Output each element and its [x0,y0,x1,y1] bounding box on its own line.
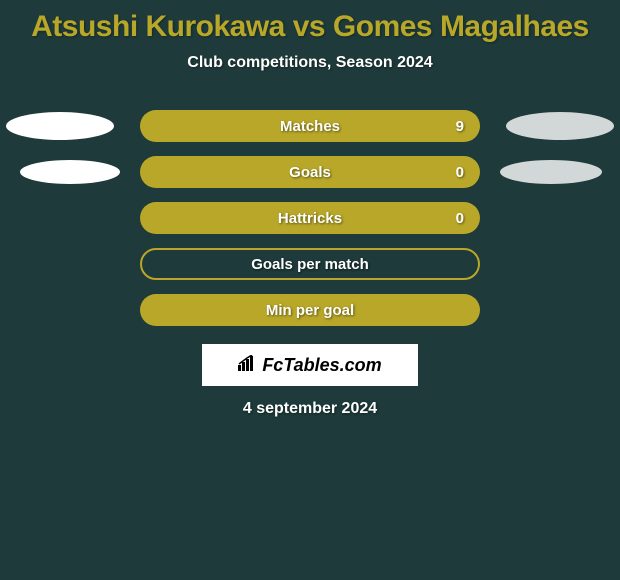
stat-value: 0 [456,210,464,227]
logo-text: FcTables.com [262,355,381,376]
player2-marker [500,160,602,184]
stat-row-goals: Goals 0 [0,156,620,188]
comparison-title: Atsushi Kurokawa vs Gomes Magalhaes [0,0,620,44]
date-label: 4 september 2024 [0,400,620,418]
stat-bar: Hattricks 0 [140,202,480,234]
stat-value: 9 [456,118,464,135]
stat-bar: Min per goal [140,294,480,326]
comparison-subtitle: Club competitions, Season 2024 [0,54,620,72]
source-logo: FcTables.com [202,344,418,386]
stat-row-matches: Matches 9 [0,110,620,142]
stat-row-min-per-goal: Min per goal [0,294,620,326]
stat-label: Matches [140,118,480,135]
stat-label: Min per goal [140,302,480,319]
player2-marker [506,112,614,140]
stats-chart: Matches 9 Goals 0 Hattricks 0 Goals per … [0,110,620,326]
stat-label: Goals per match [142,256,478,273]
stat-row-hattricks: Hattricks 0 [0,202,620,234]
stat-bar: Goals per match [140,248,480,280]
stat-value: 0 [456,164,464,181]
stat-row-goals-per-match: Goals per match [0,248,620,280]
stat-bar: Matches 9 [140,110,480,142]
chart-icon [238,355,258,376]
stat-label: Goals [140,164,480,181]
stat-bar: Goals 0 [140,156,480,188]
player1-marker [6,112,114,140]
stat-label: Hattricks [140,210,480,227]
player1-marker [20,160,120,184]
